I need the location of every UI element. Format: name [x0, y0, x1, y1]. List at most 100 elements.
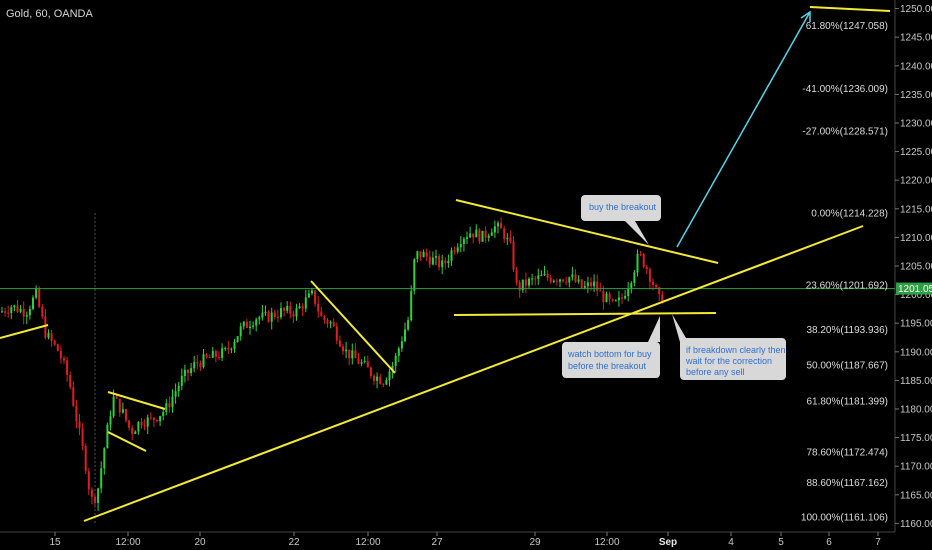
candle-down [59, 350, 62, 359]
candle-down [143, 425, 146, 427]
candle-up [490, 232, 493, 236]
candle-down [314, 290, 317, 304]
candle-up [103, 448, 106, 469]
candle-down [335, 326, 338, 341]
time-tick-label: 4 [728, 537, 734, 548]
candle-down [549, 277, 552, 282]
note-watch-bottom[interactable]: watch bottom for buy before the breakout [562, 316, 660, 378]
candle-up [614, 300, 617, 302]
candle-down [382, 383, 385, 385]
candle-up [162, 411, 165, 416]
candle-up [462, 238, 465, 244]
candle-up [543, 273, 546, 276]
candle-down [565, 281, 568, 283]
candle-down [323, 316, 326, 320]
candle-up [286, 305, 289, 311]
candle-down [621, 297, 623, 299]
trendline-descending[interactable] [310, 280, 396, 374]
candle-down [500, 223, 503, 229]
candle-down [140, 421, 143, 426]
candle-up [497, 223, 499, 227]
candle-down [292, 313, 295, 317]
candle-up [450, 250, 453, 261]
fib-level-label: -27.00%(1228.571) [802, 127, 888, 138]
candle-up [617, 297, 620, 301]
candle-up [537, 275, 540, 279]
candle-up [447, 260, 450, 264]
trendline-target[interactable] [809, 6, 891, 12]
candle-down [196, 362, 199, 364]
candle-up [605, 293, 608, 302]
trendline-triangle-bottom[interactable] [453, 312, 717, 316]
candle-down [342, 346, 344, 352]
candle-down [273, 312, 276, 317]
candles [1, 217, 664, 511]
candle-up [134, 431, 137, 434]
trendline-left[interactable] [0, 324, 49, 339]
candle-down [608, 293, 611, 300]
candle-up [559, 279, 561, 282]
price-tick-label: 1205.000 [900, 262, 932, 273]
price-tick-label: 1190.000 [900, 347, 932, 358]
candle-down [115, 396, 118, 399]
candle-up [583, 286, 586, 288]
candle-down [187, 369, 189, 374]
candle-down [218, 357, 220, 359]
candle-down [301, 306, 304, 309]
candle-up [171, 396, 174, 408]
candle-down [425, 252, 428, 257]
trendline-rising-support[interactable] [83, 225, 864, 522]
candle-up [19, 308, 22, 312]
candle-down [94, 496, 96, 503]
candle-down [75, 405, 78, 422]
candle-up [391, 365, 394, 372]
candle-up [180, 375, 183, 386]
candle-down [602, 291, 605, 302]
candle-up [106, 424, 109, 449]
last-price-value: 1201.055 [898, 284, 932, 295]
candle-up [493, 226, 496, 233]
candle-up [109, 416, 112, 425]
candle-up [410, 290, 413, 321]
candle-up [397, 348, 400, 356]
note-buy-breakout[interactable]: buy the breakout [581, 195, 661, 245]
candle-up [137, 421, 140, 432]
trendlines[interactable] [0, 6, 891, 522]
candle-down [478, 229, 481, 242]
candle-down [4, 311, 7, 313]
candle-up [552, 280, 555, 282]
projection-arrow[interactable] [676, 10, 811, 248]
price-axis[interactable]: 1160.000 1165.000 1170.000 1175.000 1180.000… [895, 4, 932, 530]
candle-down [283, 308, 286, 311]
price-tick-label: 1235.000 [900, 90, 932, 101]
fib-level-label: 61.80%(1181.399) [806, 397, 888, 408]
candle-down [131, 427, 134, 434]
candle-down [44, 316, 47, 338]
price-tick-label: 1250.000 [900, 4, 932, 15]
price-tick-label: 1245.000 [900, 33, 932, 44]
fib-level-label: 88.60%(1167.162) [806, 478, 888, 489]
trendline-triangle-top[interactable] [455, 199, 719, 264]
candle-down [81, 428, 84, 446]
price-tick-label: 1210.000 [900, 233, 932, 244]
note-breakdown[interactable]: if breakdown clearly then wait for the c… [672, 314, 786, 380]
candle-down [639, 253, 642, 255]
trendline-flag-bottom[interactable] [107, 431, 147, 452]
candle-down [16, 305, 19, 312]
candle-up [636, 253, 639, 273]
candle-down [317, 303, 320, 312]
candle-down [152, 417, 155, 421]
time-axis[interactable]: 15 12:00 20 22 12:00 27 29 12:00 Sep 4 5 6 7 [49, 532, 881, 548]
candle-up [394, 355, 397, 366]
candle-down [503, 228, 506, 239]
candle-down [484, 230, 487, 238]
trendline-flag-top[interactable] [107, 391, 166, 410]
candle-up [385, 379, 388, 385]
price-tick-label: 1165.000 [900, 490, 932, 501]
candle-up [295, 308, 298, 317]
candle-up [577, 279, 580, 282]
candle-up [521, 279, 524, 291]
price-tick-label: 1185.000 [900, 376, 932, 387]
candle-up [627, 288, 630, 297]
